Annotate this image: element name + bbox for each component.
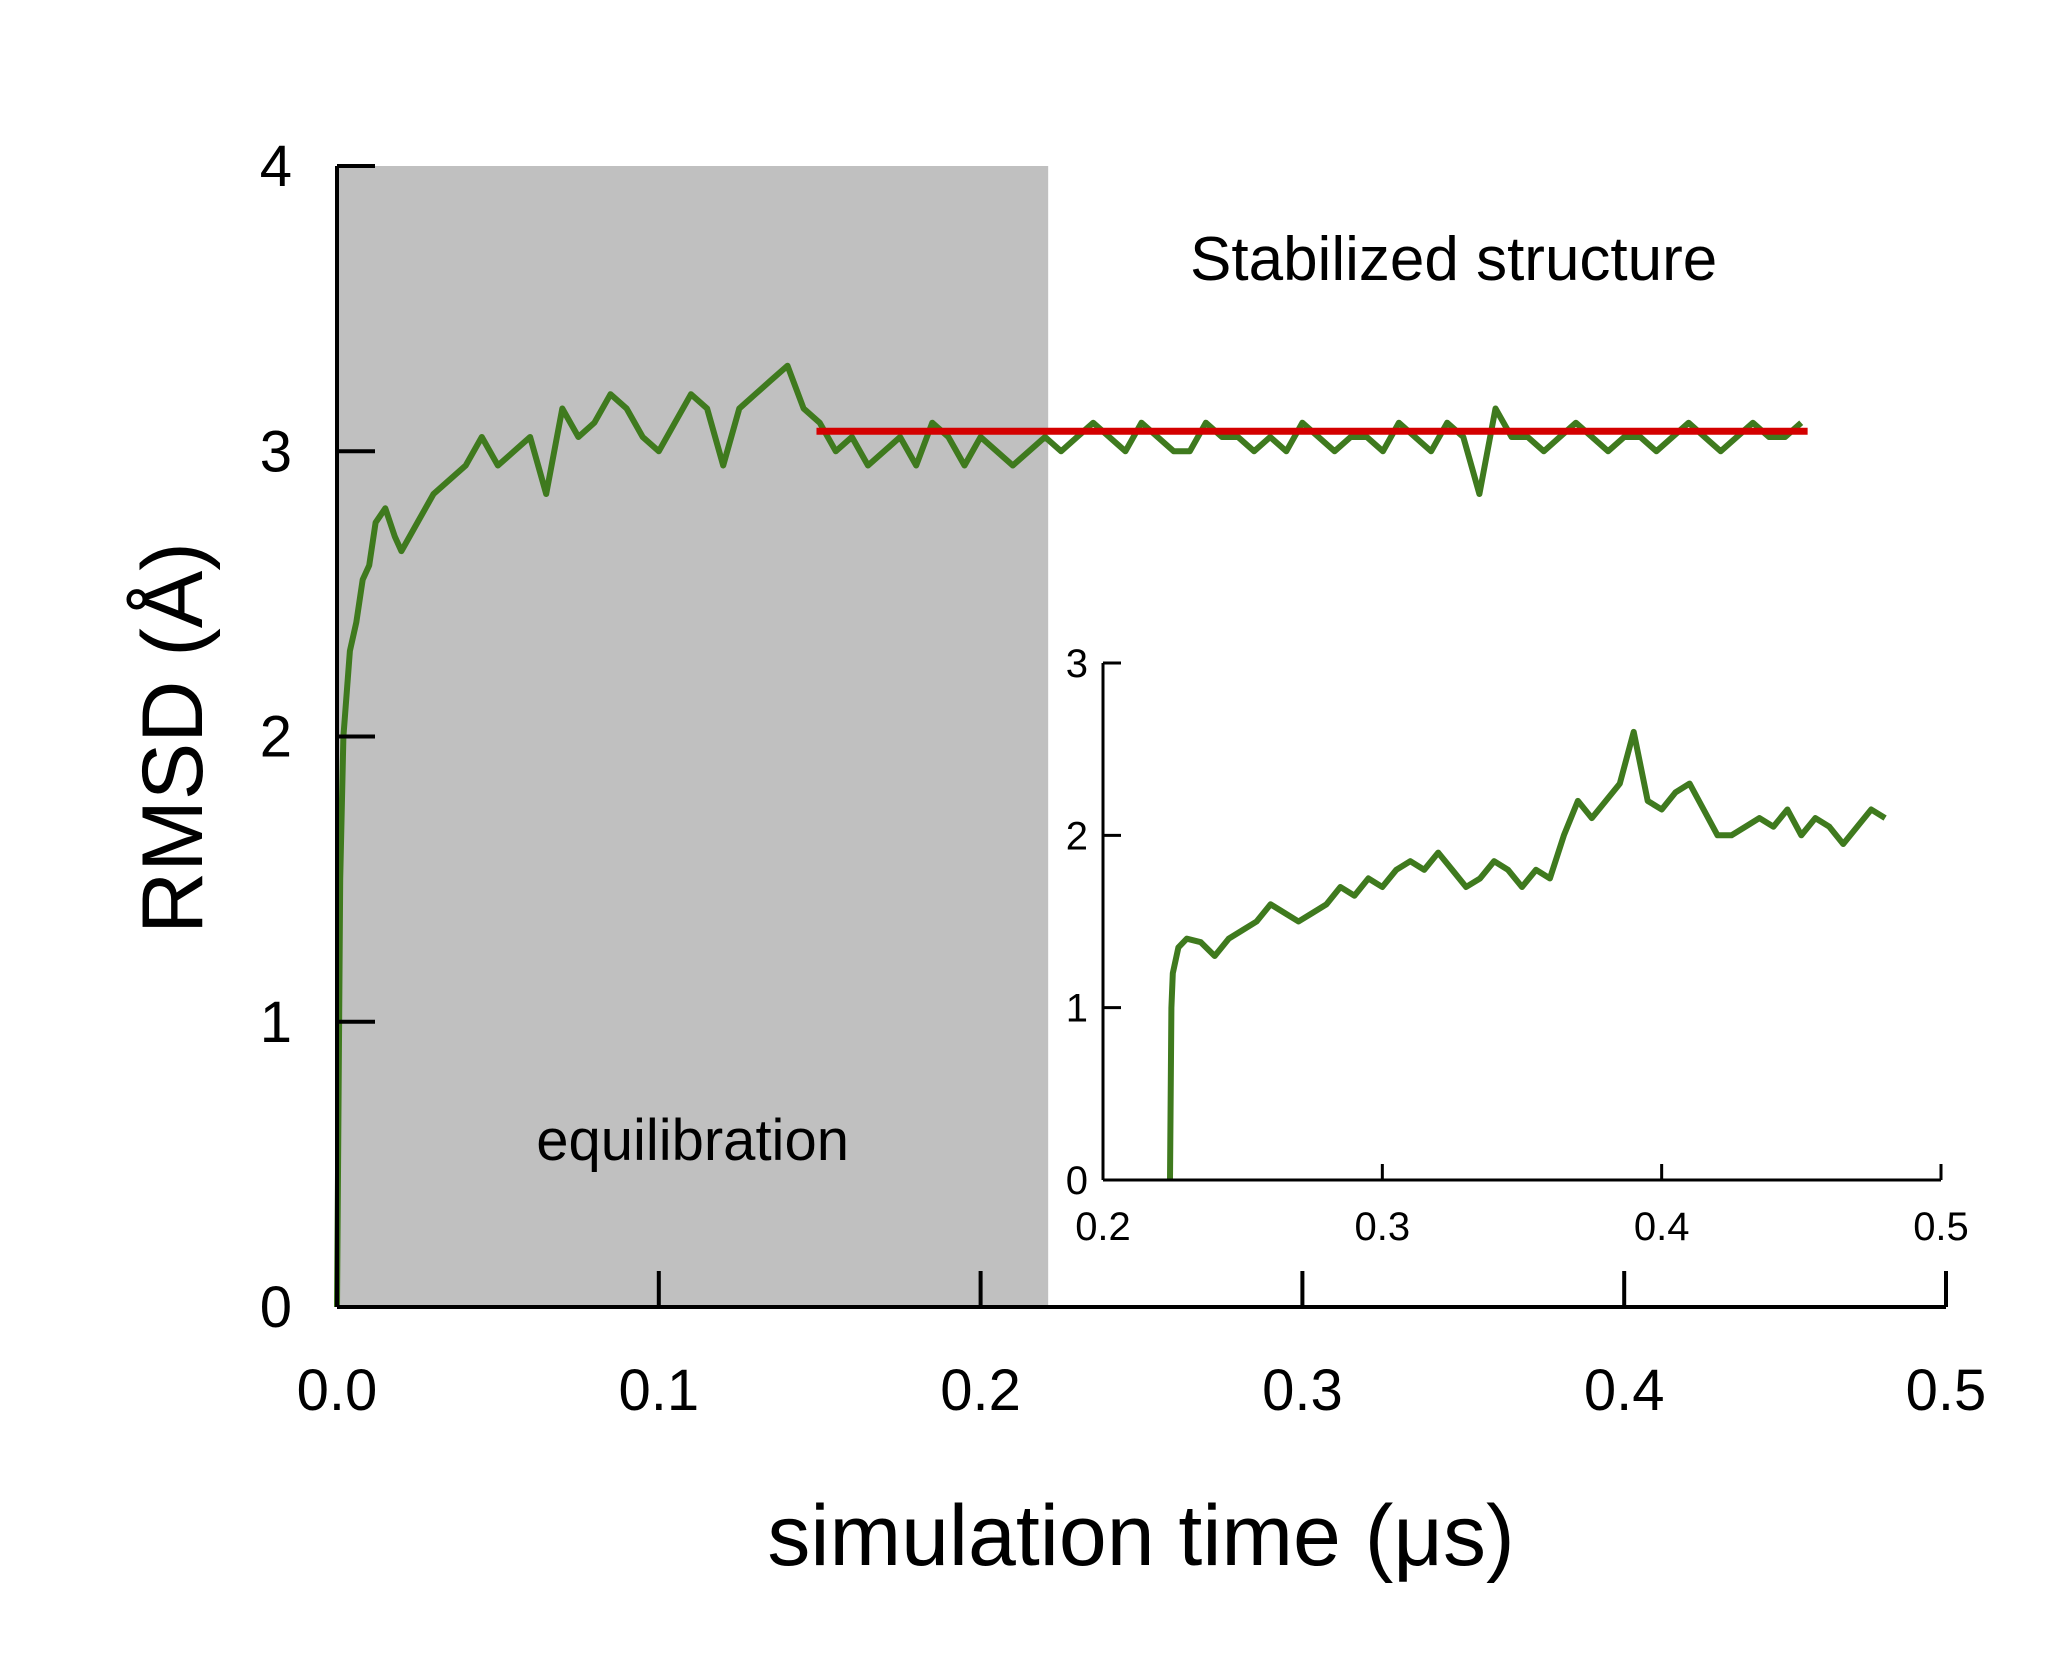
inset-x-tick-label: 0.4 [1634,1205,1690,1249]
y-tick-label: 2 [260,705,292,770]
x-tick-label: 0.5 [1906,1358,1987,1423]
equilibration-label: equilibration [536,1108,849,1173]
inset-y-tick-label: 0 [1066,1159,1088,1203]
y-tick-label: 1 [260,990,292,1055]
x-tick-label: 0.3 [1262,1358,1343,1423]
inset-y-tick-label: 3 [1066,642,1088,686]
inset-x-tick-label: 0.2 [1075,1205,1131,1249]
y-axis-title: RMSD (Å) [125,542,221,934]
x-tick-label: 0.0 [297,1358,378,1423]
inset-y-tick-label: 1 [1066,987,1088,1031]
inset-rmsd-trace [1167,728,1887,1181]
x-axis-title: simulation time (μs) [767,1488,1514,1584]
equilibration-region [337,166,1049,1307]
main-chart: equilibration Stabilized structure 0.0 0.… [125,134,1986,1584]
inset-chart: 0.2 0.3 0.4 0.5 0 1 2 3 [1066,642,1969,1249]
y-axis-ticks: 0 1 2 3 4 [260,134,375,1340]
inset-y-tick-label: 2 [1066,814,1088,858]
inset-x-tick-label: 0.3 [1355,1205,1411,1249]
y-tick-label: 0 [260,1275,292,1340]
x-axis-ticks: 0.0 0.1 0.2 0.3 0.4 0.5 [297,1271,1987,1423]
stabilized-structure-label: Stabilized structure [1190,225,1717,294]
inset-x-tick-label: 0.5 [1913,1205,1969,1249]
y-tick-label: 3 [260,419,292,484]
x-tick-label: 0.2 [940,1358,1021,1423]
inset-y-axis-ticks: 0 1 2 3 [1066,642,1121,1203]
inset-x-axis-ticks: 0.2 0.3 0.4 0.5 [1075,1164,1969,1249]
x-tick-label: 0.1 [618,1358,699,1423]
x-tick-label: 0.4 [1584,1358,1665,1423]
y-tick-label: 4 [260,134,292,199]
rmsd-trace [334,362,1804,1308]
